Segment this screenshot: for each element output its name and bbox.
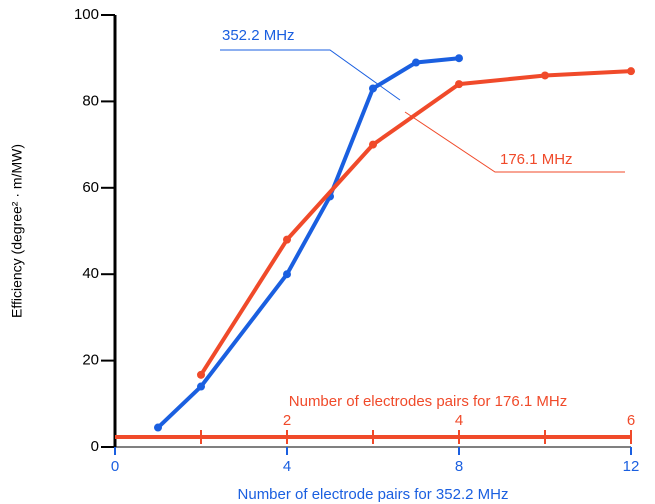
- x-tick-label: 4: [283, 458, 291, 475]
- x-tick-label: 8: [455, 458, 463, 475]
- x-tick-label: 0: [111, 458, 119, 475]
- y-tick-label: 60: [82, 179, 99, 196]
- annotation-leader: [404, 111, 625, 173]
- x2-axis-label: Number of electrodes pairs for 176.1 MHz: [289, 393, 567, 410]
- data-point: [412, 58, 420, 67]
- data-point: [541, 71, 549, 80]
- y-tick-label: 20: [82, 352, 99, 369]
- data-point: [283, 270, 291, 279]
- x-tick-label: 12: [623, 458, 640, 475]
- annotation-leader: [220, 49, 401, 101]
- y-tick-label: 100: [74, 6, 99, 23]
- data-point: [283, 235, 291, 244]
- x2-tick-label: 4: [455, 412, 463, 429]
- series-line: [199, 69, 632, 376]
- y-tick-label: 80: [82, 92, 99, 109]
- series-label: 176.1 MHz: [500, 151, 573, 168]
- data-point: [369, 84, 377, 93]
- y-tick-label: 40: [82, 265, 99, 282]
- data-point: [369, 140, 377, 149]
- data-point: [455, 54, 463, 63]
- data-point: [154, 423, 162, 432]
- y-tick-label: 0: [91, 438, 99, 455]
- x-axis-label: Number of electrode pairs for 352.2 MHz: [238, 486, 509, 503]
- data-point: [197, 370, 205, 379]
- data-point: [455, 80, 463, 89]
- series-label: 352.2 MHz: [222, 27, 295, 44]
- data-point: [627, 67, 635, 76]
- x2-tick-label: 6: [627, 412, 635, 429]
- data-point: [197, 382, 205, 391]
- y-axis-label: Efficiency (degree² · m/MW): [9, 144, 25, 318]
- x2-tick-label: 2: [283, 412, 291, 429]
